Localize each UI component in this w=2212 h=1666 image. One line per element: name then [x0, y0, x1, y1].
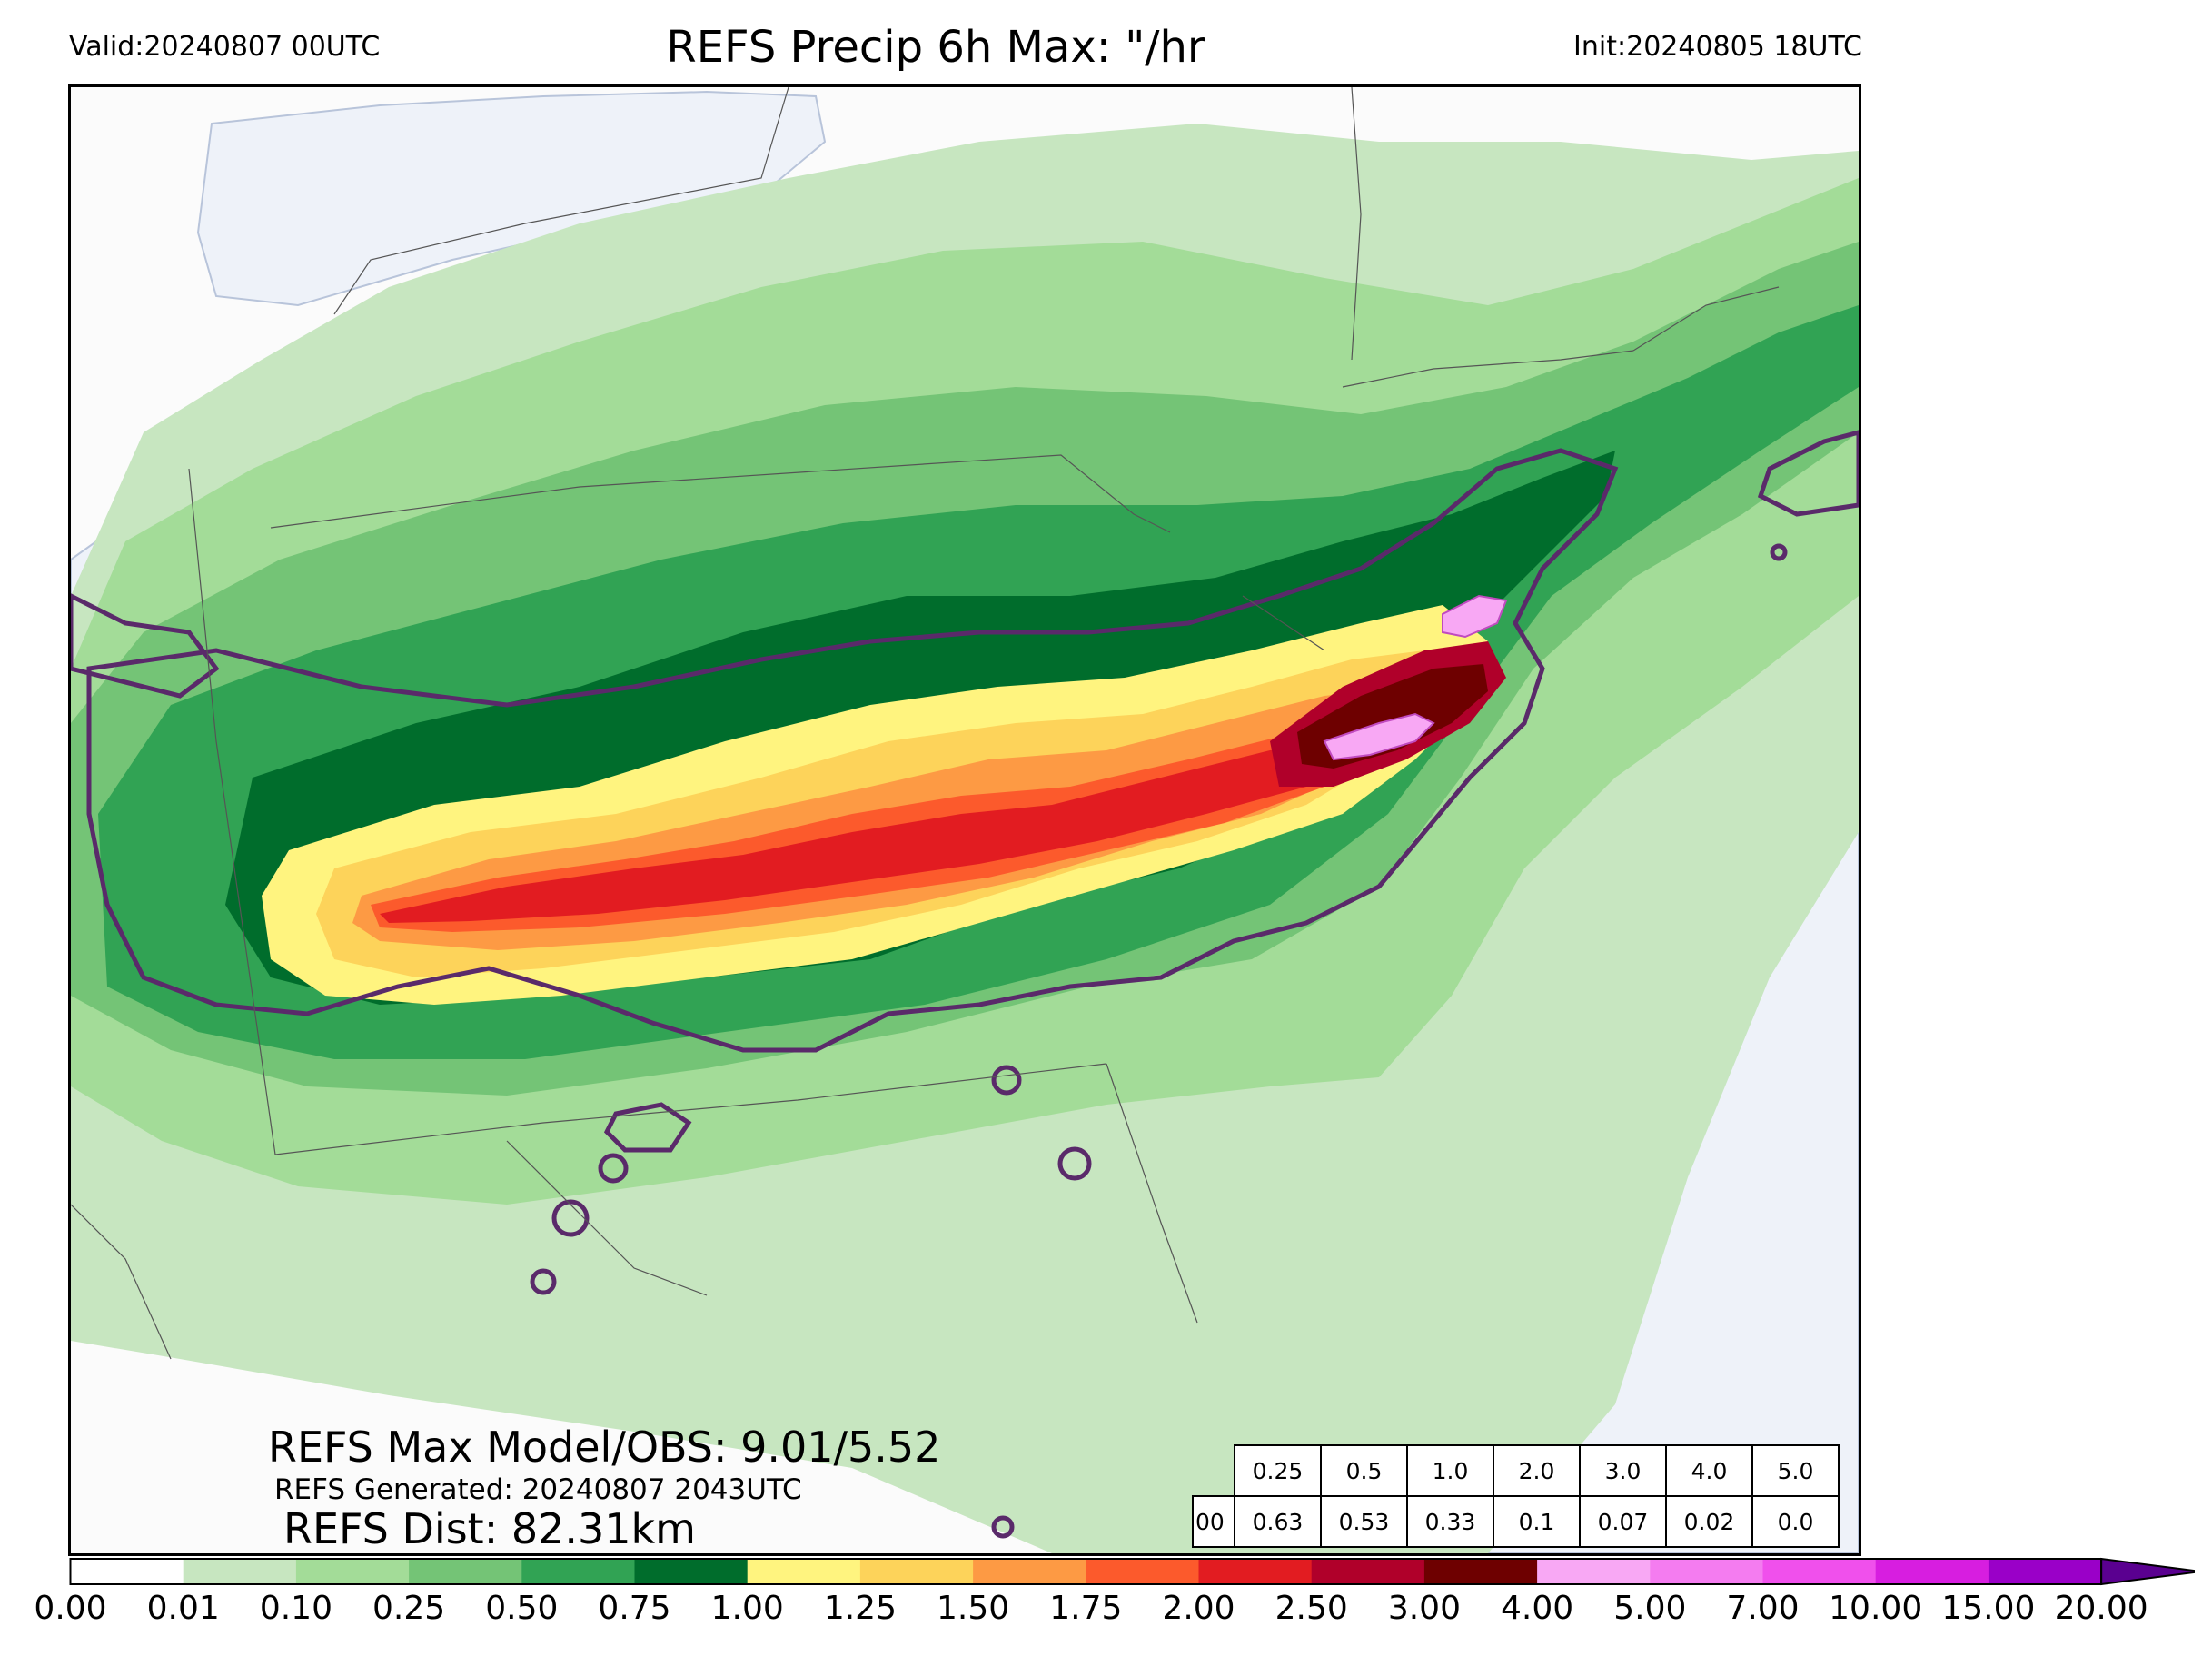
colorbar-segment	[1537, 1559, 1651, 1584]
colorbar-segment	[521, 1559, 635, 1584]
contour-main	[86, 448, 1619, 1053]
boundary-ct-ma	[1632, 286, 1780, 352]
colorbar-tick-label: 0.01	[146, 1590, 220, 1627]
colorbar-tick-label: 0.00	[34, 1590, 107, 1627]
valid-time: Valid:20240807 00UTC	[69, 31, 381, 63]
colorbar-segment	[859, 1559, 974, 1584]
map-canvas	[71, 87, 1859, 1553]
colorbar-segment	[1762, 1559, 1877, 1584]
contour-west	[71, 593, 220, 699]
precip-shading	[71, 124, 1859, 1553]
boundary-ontario	[333, 87, 789, 315]
contour-cell-8	[991, 1515, 1015, 1539]
threshold-value-cell: 0.63	[1234, 1495, 1322, 1548]
colorbar-tick-label: 7.00	[1726, 1590, 1800, 1627]
boundary-wv-oh	[71, 1204, 172, 1360]
colorbar-segment	[1988, 1559, 2102, 1584]
max-model-obs: REFS Max Model/OBS: 9.01/5.52	[268, 1423, 941, 1472]
threshold-value-cell: 0.33	[1406, 1495, 1494, 1548]
boundary-pa-west	[188, 468, 276, 1155]
colorbar-tick-label: 4.00	[1501, 1590, 1574, 1627]
colorbar-segment	[409, 1559, 522, 1584]
precip-4.00	[1323, 712, 1435, 761]
threshold-header-cell: 5.0	[1751, 1444, 1840, 1497]
colorbar-tick-label: 15.00	[1941, 1590, 2036, 1627]
colorbar-segment	[295, 1559, 410, 1584]
contour-cell-5	[551, 1199, 590, 1237]
colorbar	[69, 1557, 2195, 1586]
threshold-header-row: 0.25 0.5 1.0 2.0 3.0 4.0 5.0	[1234, 1444, 1840, 1497]
contour-cell-2	[1057, 1146, 1092, 1181]
threshold-value-cell: 0.53	[1320, 1495, 1408, 1548]
colorbar-tick-label: 10.00	[1829, 1590, 1923, 1627]
colorbar-tick-label: 2.00	[1162, 1590, 1235, 1627]
colorbar-segment	[747, 1559, 861, 1584]
colorbar-segment	[183, 1559, 297, 1584]
map-title: REFS Precip 6h Max: "/hr	[666, 22, 1205, 73]
threshold-value-cell: 0.02	[1665, 1495, 1753, 1548]
boundary-md-de	[1106, 1063, 1198, 1324]
colorbar-segment	[634, 1559, 749, 1584]
colorbar-segment	[70, 1559, 184, 1584]
refs-distance: REFS Dist: 82.31km	[283, 1504, 696, 1553]
state-boundaries	[71, 87, 1780, 1360]
colorbar-extend-arrow	[2100, 1557, 2195, 1586]
boundary-ny-nj	[1242, 595, 1325, 651]
contour-ne	[1757, 430, 1859, 517]
threshold-header-cell: 4.0	[1665, 1444, 1753, 1497]
colorbar-tick-label: 0.75	[598, 1590, 671, 1627]
colorbar-segment	[1650, 1559, 1763, 1584]
colorbar-tick-label: 5.00	[1613, 1590, 1687, 1627]
colorbar-ticks: 0.00 0.01 0.10 0.25 0.50 0.75 1.00 1.25 1.50 1.75…	[0, 1590, 2212, 1644]
colorbar-tick-label: 0.10	[259, 1590, 332, 1627]
boundary-ny-ct	[1342, 350, 1634, 388]
colorbar-tick-label: 2.50	[1275, 1590, 1348, 1627]
threshold-header-cell: 3.0	[1579, 1444, 1667, 1497]
colorbar-tick-label: 3.00	[1387, 1590, 1461, 1627]
colorbar-outline	[69, 1558, 2103, 1585]
threshold-header-cell: 0.5	[1320, 1444, 1408, 1497]
colorbar-tick-label: 20.00	[2054, 1590, 2148, 1627]
threshold-value-cell: 0.07	[1579, 1495, 1667, 1548]
threshold-header-cell: 0.25	[1234, 1444, 1322, 1497]
boundary-pa-south	[274, 1063, 1107, 1155]
boundary-vt-nh	[1351, 87, 1362, 361]
colorbar-segment	[1311, 1559, 1425, 1584]
threshold-value-cell: 0.0	[1751, 1495, 1840, 1548]
precip-2.00	[380, 732, 1379, 923]
boundary-va-wv	[506, 1140, 708, 1296]
colorbar-tick-label: 1.00	[710, 1590, 784, 1627]
colorbar-segment	[973, 1559, 1086, 1584]
row-label-cell: 00	[1192, 1495, 1235, 1548]
init-time: Init:20240805 18UTC	[1573, 31, 1862, 63]
precip-4.00-b	[1442, 594, 1508, 639]
threshold-value-row: 00 0.63 0.53 0.33 0.1 0.07 0.02 0.0	[1192, 1495, 1840, 1548]
contour-cell-7	[1770, 543, 1788, 561]
threshold-value-cell: 0.1	[1493, 1495, 1581, 1548]
contour-cell-4	[598, 1153, 629, 1184]
colorbar-segment	[1875, 1559, 1989, 1584]
contour-cell-1	[991, 1065, 1022, 1096]
colorbar-tick-label: 1.75	[1049, 1590, 1123, 1627]
contour-cell-6	[530, 1268, 557, 1295]
colorbar-segment	[1423, 1559, 1538, 1584]
colorbar-segment	[1198, 1559, 1313, 1584]
colorbar-tick-label: 1.50	[937, 1590, 1010, 1627]
colorbar-tick-label: 0.50	[485, 1590, 559, 1627]
threshold-header-cell: 1.0	[1406, 1444, 1494, 1497]
colorbar-segment	[1086, 1559, 1199, 1584]
precip-map	[68, 84, 1861, 1556]
generated-time: REFS Generated: 20240807 2043UTC	[274, 1473, 802, 1506]
threshold-header-cell: 2.0	[1493, 1444, 1581, 1497]
colorbar-tick-label: 0.25	[372, 1590, 446, 1627]
probability-contours	[71, 430, 1859, 1539]
contour-cell-3	[603, 1102, 692, 1153]
boundary-pa-north	[270, 454, 1171, 533]
colorbar-tick-label: 1.25	[823, 1590, 897, 1627]
